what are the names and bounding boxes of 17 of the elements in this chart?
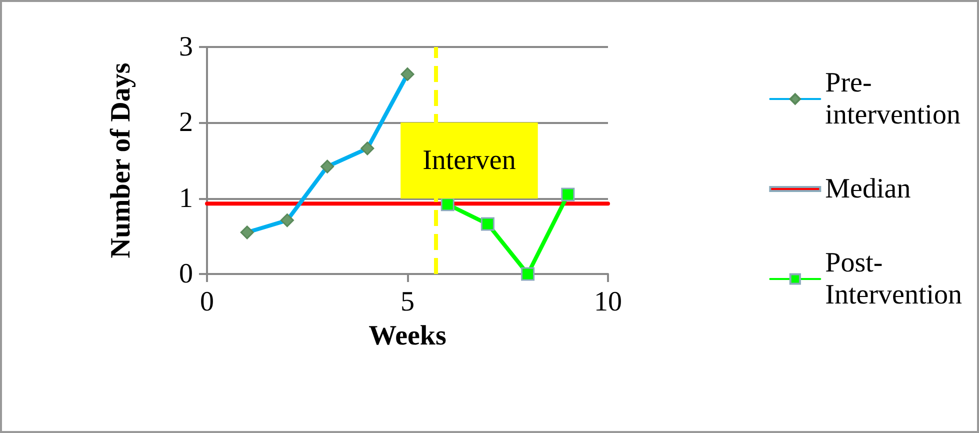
x-tick-label: 10 (594, 286, 622, 318)
y-axis-title: Number of Days (106, 62, 136, 258)
point (440, 198, 454, 212)
x-tick-label: 5 (400, 286, 414, 318)
y-tick-label: 2 (179, 107, 193, 138)
y-tick-label: 3 (179, 32, 193, 62)
legend-label: Post-Intervention (825, 248, 962, 310)
x-tick-label: 0 (200, 286, 214, 318)
x-axis-title: Weeks (368, 320, 446, 352)
annotation: Interven (422, 145, 516, 176)
point (561, 188, 575, 202)
legend-label: Median (825, 174, 911, 204)
point (521, 267, 535, 281)
legend-label: Pre-intervention (825, 68, 960, 130)
point (480, 217, 494, 231)
y-tick-label: 0 (179, 258, 193, 290)
y-tick-label: 1 (179, 182, 193, 214)
